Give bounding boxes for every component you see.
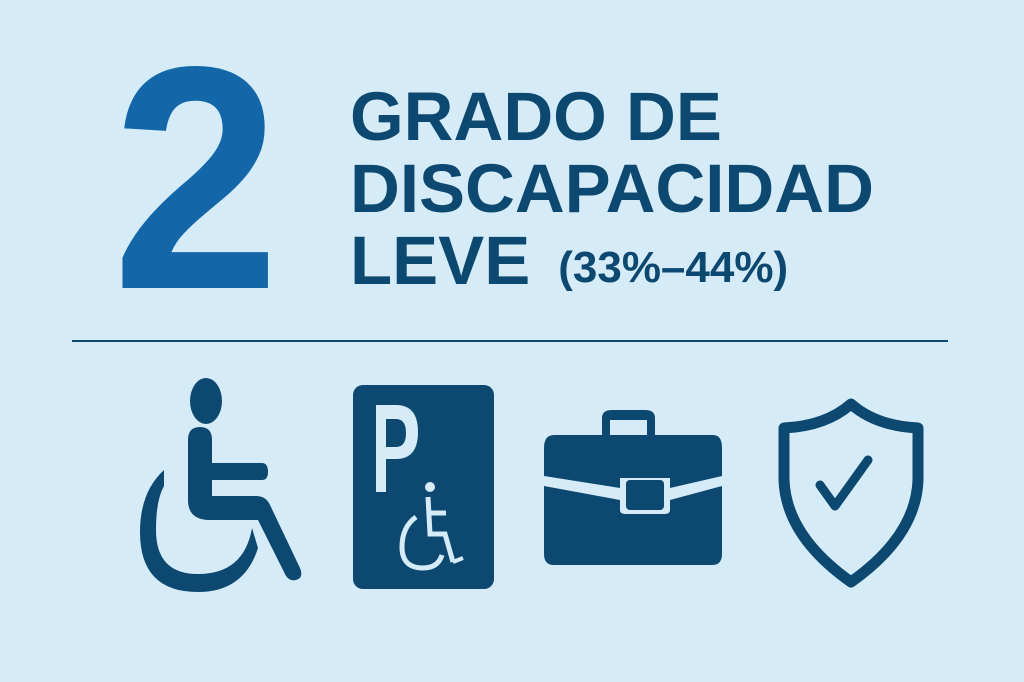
divider <box>72 340 948 342</box>
disabled-parking-icon <box>353 385 494 589</box>
title-line-1: GRADO DE <box>350 78 722 155</box>
percentage-range: (33%–44%) <box>558 243 789 292</box>
title-line-3: LEVE (33%–44%) <box>350 226 788 295</box>
wheelchair-icon <box>140 378 302 592</box>
briefcase-icon <box>544 410 722 565</box>
grade-number: 2 <box>112 1 280 356</box>
shield-check-icon <box>778 398 924 588</box>
title-leve: LEVE <box>350 222 531 299</box>
title-line-2: DISCAPACIDAD <box>350 150 874 227</box>
